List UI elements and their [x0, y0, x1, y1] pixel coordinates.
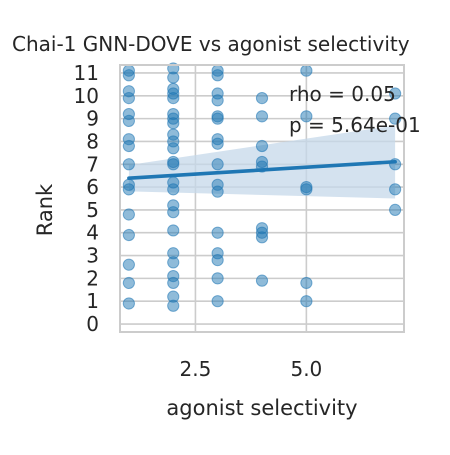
- x-axis-label: agonist selectivity: [166, 396, 357, 420]
- data-point: [255, 274, 269, 287]
- data-point: [122, 276, 135, 290]
- data-point: [300, 110, 313, 123]
- data-point: [122, 158, 135, 171]
- data-point: [167, 82, 180, 96]
- data-point: [211, 133, 224, 146]
- y-tick-label: 10: [74, 84, 99, 108]
- y-tick-label: 7: [86, 152, 99, 176]
- data-point: [211, 272, 224, 285]
- data-point: [122, 107, 135, 121]
- chart-title: Chai-1 GNN-DOVE vs agonist selectivity: [12, 32, 410, 56]
- data-point: [211, 158, 224, 171]
- data-point: [122, 297, 135, 310]
- data-point: [167, 290, 180, 303]
- data-point: [167, 247, 180, 260]
- data-point: [122, 64, 135, 77]
- y-tick-label: 5: [86, 198, 99, 222]
- data-point: [211, 110, 224, 123]
- data-point: [167, 128, 180, 141]
- y-tick-label: 1: [86, 289, 99, 313]
- data-point: [122, 208, 135, 221]
- data-point: [167, 269, 180, 283]
- y-tick-label: 6: [86, 175, 99, 199]
- data-point: [300, 64, 313, 77]
- data-point: [211, 226, 224, 239]
- y-tick-label: 2: [86, 266, 99, 290]
- p-value-annotation: p = 5.64e-01: [289, 113, 421, 137]
- data-point: [122, 133, 135, 146]
- data-point: [211, 94, 224, 107]
- data-point: [211, 247, 224, 260]
- data-point: [167, 107, 180, 121]
- y-tick-label: 11: [74, 61, 99, 85]
- data-point: [122, 178, 135, 191]
- data-point: [167, 199, 180, 212]
- data-point: [255, 139, 269, 153]
- data-point: [167, 155, 180, 169]
- data-point: [167, 176, 180, 189]
- x-tick-label: 5.0: [290, 357, 322, 381]
- x-tick-label: 2.5: [180, 357, 212, 381]
- y-tick-label: 0: [86, 312, 99, 336]
- plot-frame: [119, 64, 405, 333]
- rho-annotation: rho = 0.05: [289, 82, 396, 106]
- y-tick-label: 3: [86, 244, 99, 268]
- data-point: [255, 222, 269, 235]
- data-point: [122, 228, 135, 242]
- regression-line: [127, 159, 397, 180]
- data-point: [389, 87, 402, 100]
- data-point: [167, 224, 180, 237]
- data-point: [389, 112, 402, 125]
- data-point: [211, 295, 224, 308]
- y-tick-label: 9: [86, 107, 99, 131]
- data-point: [255, 110, 269, 123]
- data-point: [389, 203, 402, 217]
- y-tick-label: 8: [86, 129, 99, 153]
- data-point: [255, 155, 269, 169]
- data-point: [122, 85, 135, 98]
- data-point: [300, 180, 313, 194]
- y-tick-label: 4: [86, 221, 99, 245]
- data-point: [300, 276, 313, 290]
- data-point: [300, 295, 313, 308]
- y-axis-label: Rank: [33, 183, 57, 236]
- data-point: [211, 178, 224, 191]
- data-point: [389, 183, 402, 196]
- data-point: [255, 91, 269, 105]
- data-point: [122, 258, 135, 271]
- data-point: [211, 64, 224, 77]
